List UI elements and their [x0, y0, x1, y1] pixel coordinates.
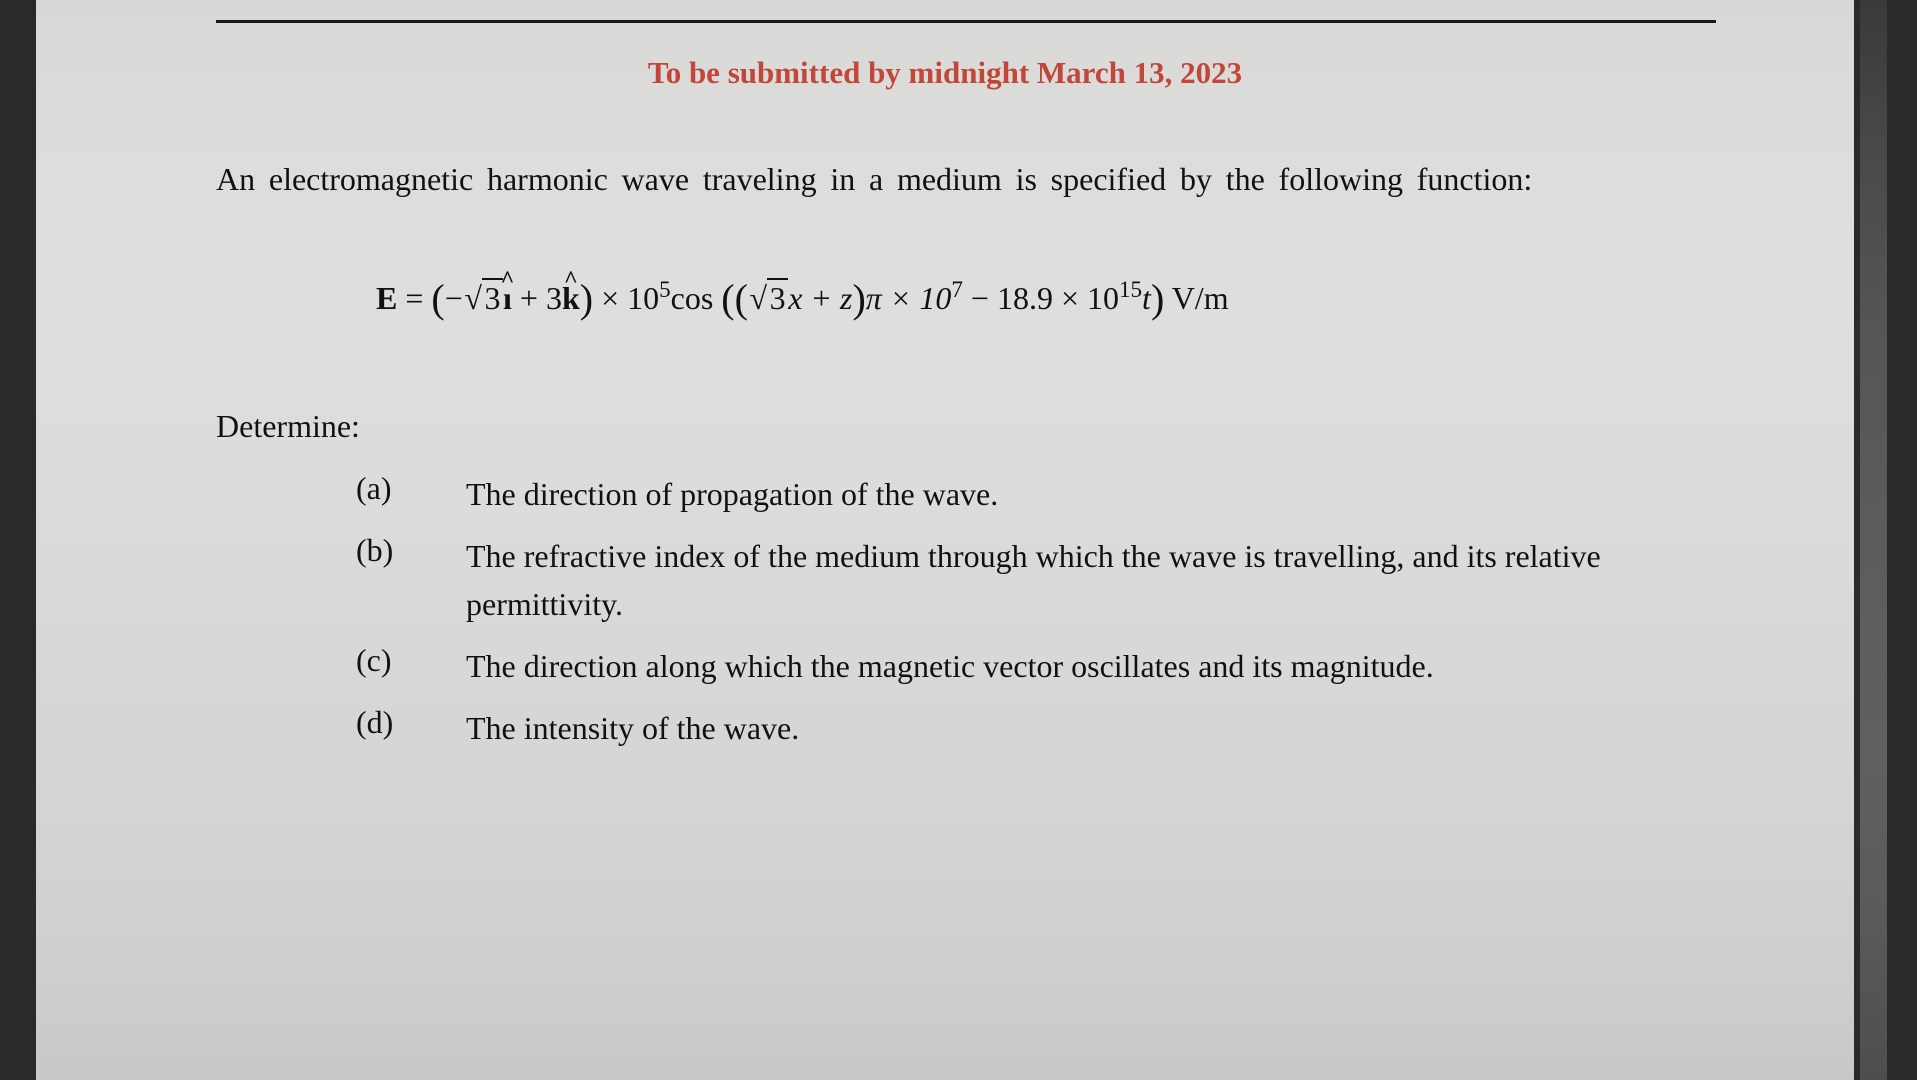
eq-big-open: (: [721, 276, 734, 321]
question-text-a: The direction of propagation of the wave…: [466, 470, 998, 518]
question-text-c: The direction along which the magnetic v…: [466, 642, 1434, 690]
eq-xz: x + z: [788, 280, 852, 316]
question-label-c: (c): [356, 642, 466, 679]
question-text-b: The refractive index of the medium throu…: [466, 532, 1746, 628]
eq-minus-18p9: − 18.9 × 10: [963, 280, 1119, 316]
frame-left: [0, 0, 30, 1080]
eq-pi-10: π × 10: [866, 280, 952, 316]
eq-close-paren-1: ): [580, 276, 593, 321]
eq-neg: −: [445, 280, 463, 316]
eq-t: t: [1142, 280, 1151, 316]
question-label-b: (b): [356, 532, 466, 569]
eq-equals: =: [397, 280, 431, 316]
equation-e-field: E = (−√3ı + 3k) × 105cos ((√3x + z)π × 1…: [376, 275, 1229, 322]
question-item: (d) The intensity of the wave.: [356, 704, 1746, 752]
eq-sqrt-1: √3: [463, 278, 503, 317]
eq-lhs: E: [376, 280, 397, 316]
question-text-d: The intensity of the wave.: [466, 704, 799, 752]
eq-open-paren-2: (: [735, 276, 748, 321]
eq-big-close: ): [1151, 276, 1164, 321]
eq-sqrt-2-radicand: 3: [767, 278, 788, 317]
eq-sqrt-2: √3: [748, 278, 788, 317]
eq-khat: k: [562, 280, 580, 316]
document-page: To be submitted by midnight March 13, 20…: [30, 0, 1860, 1080]
eq-exp-15: 15: [1119, 276, 1142, 302]
horizontal-rule: [216, 20, 1716, 23]
question-item: (b) The refractive index of the medium t…: [356, 532, 1746, 628]
eq-plus-3: + 3: [512, 280, 562, 316]
eq-exp-5: 5: [659, 276, 671, 302]
eq-times-10: × 10: [593, 280, 659, 316]
eq-open-paren-1: (: [431, 276, 444, 321]
eq-exp-7: 7: [951, 276, 963, 302]
problem-intro: An electromagnetic harmonic wave traveli…: [216, 155, 1706, 205]
submission-deadline-heading: To be submitted by midnight March 13, 20…: [36, 55, 1854, 91]
eq-units: V/m: [1164, 280, 1228, 316]
frame-right: [1887, 0, 1917, 1080]
question-label-d: (d): [356, 704, 466, 741]
question-item: (a) The direction of propagation of the …: [356, 470, 1746, 518]
question-list: (a) The direction of propagation of the …: [356, 470, 1746, 766]
eq-cos: cos: [671, 280, 722, 316]
question-item: (c) The direction along which the magnet…: [356, 642, 1746, 690]
question-label-a: (a): [356, 470, 466, 507]
determine-heading: Determine:: [216, 408, 360, 445]
eq-ihat: ı: [503, 280, 512, 316]
eq-close-paren-2: ): [852, 276, 865, 321]
